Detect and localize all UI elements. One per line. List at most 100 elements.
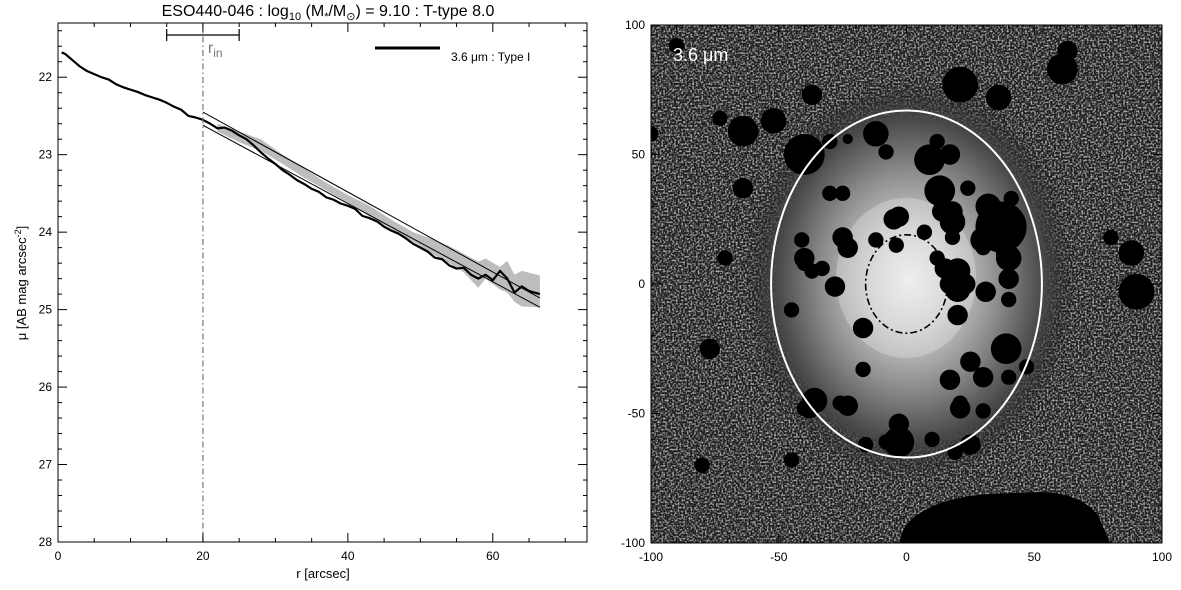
- star-mask: [824, 276, 846, 297]
- y-tick-label: 23: [39, 148, 53, 162]
- star-mask: [975, 281, 996, 302]
- star-mask: [863, 121, 889, 147]
- rin-marker: rin: [166, 23, 240, 542]
- image-panel: 3.6 μm -100 -50 0 50 100 -100 -50 0 50 100: [621, 18, 1172, 564]
- star-mask: [794, 144, 815, 165]
- star-mask: [1103, 229, 1119, 246]
- star-mask: [998, 268, 1019, 290]
- star-mask: [783, 452, 800, 468]
- star-mask: [944, 229, 961, 246]
- star-mask: [1118, 240, 1145, 266]
- star-mask: [924, 175, 956, 207]
- outer-ellipse: [770, 109, 1043, 459]
- star-mask: [783, 302, 800, 318]
- star-mask: [712, 110, 728, 126]
- star-mask: [822, 185, 838, 202]
- star-mask: [832, 229, 848, 246]
- star-mask: [995, 245, 1022, 271]
- rin-label: rin: [208, 40, 223, 60]
- profile-axes: 0 20 40 60 22 23 24 25 26 27 28: [39, 23, 587, 563]
- star-mask: [694, 457, 710, 473]
- star-mask: [814, 260, 830, 277]
- star-mask: [732, 177, 754, 199]
- x-axis-label: r [arcsec]: [296, 566, 349, 581]
- star-mask: [978, 201, 1019, 243]
- star-mask: [668, 38, 685, 54]
- star-mask: [799, 398, 820, 419]
- star-masks: [651, 38, 1155, 473]
- star-mask: [717, 250, 733, 266]
- x-tick-label: 100: [1152, 550, 1172, 564]
- star-mask: [947, 304, 968, 326]
- star-mask: [960, 180, 976, 196]
- star-mask: [888, 237, 904, 253]
- image-axes: -100 -50 0 50 100 -100 -50 0 50 100: [621, 18, 1172, 564]
- ellipse-overlays: [770, 109, 1043, 459]
- y-tick-label: 27: [39, 458, 53, 472]
- band-label: 3.6 μm: [673, 45, 728, 65]
- y-tick-label: -100: [621, 536, 645, 550]
- star-mask: [939, 369, 961, 391]
- star-mask: [990, 333, 1022, 365]
- x-tick-label: -50: [770, 550, 788, 564]
- figure-title: ESO440-046 : log10 (M*/M⊙) = 9.10 : T-ty…: [162, 3, 495, 23]
- star-mask: [801, 84, 823, 106]
- y-tick-label: 28: [39, 535, 53, 549]
- star-mask: [794, 247, 815, 269]
- star-mask: [929, 250, 945, 266]
- star-mask: [651, 126, 659, 142]
- star-mask: [944, 276, 971, 302]
- star-mask: [832, 395, 848, 411]
- star-mask: [972, 367, 994, 388]
- star-mask: [985, 84, 1012, 111]
- star-mask: [975, 403, 991, 419]
- y-tick-label: 25: [39, 303, 53, 317]
- fit-line-0: [202, 111, 541, 299]
- star-mask: [699, 338, 720, 359]
- legend-label: 3.6 μm : Type I: [451, 50, 530, 64]
- y-tick-label: 22: [39, 70, 53, 84]
- y-tick-label: 24: [39, 225, 53, 239]
- star-mask: [914, 144, 945, 176]
- star-mask: [727, 115, 759, 147]
- uncertainty-band: [217, 123, 540, 308]
- series-line: [61, 51, 541, 296]
- fit-line-1: [202, 124, 541, 308]
- star-mask: [1001, 369, 1017, 385]
- star-mask: [1018, 359, 1035, 375]
- y-tick-label: 50: [632, 148, 646, 162]
- y-axis-label: μ [AB mag arcsec-2]: [13, 226, 29, 341]
- y-tick-label: 100: [625, 18, 645, 32]
- star-mask: [834, 185, 851, 202]
- galaxy-image: 3.6 μm: [651, 25, 1162, 543]
- star-mask: [1047, 53, 1078, 85]
- x-tick-label: 50: [1028, 550, 1042, 564]
- x-tick-label: 60: [486, 549, 500, 563]
- profile-uncertainty-band: [217, 123, 540, 308]
- star-mask: [949, 398, 971, 419]
- legend: 3.6 μm : Type I: [375, 46, 530, 64]
- y-tick-label: 0: [638, 277, 645, 291]
- star-mask: [932, 201, 953, 222]
- x-tick-label: -100: [639, 550, 663, 564]
- star-mask: [1001, 291, 1017, 308]
- x-tick-label: 40: [341, 549, 355, 563]
- star-mask: [939, 144, 961, 165]
- profile-plot: rin 0 20 40 60 22 23 24 25 26 27 28 r [arcsec] μ […: [13, 22, 588, 581]
- star-mask: [878, 434, 894, 450]
- star-mask: [916, 224, 933, 240]
- star-mask: [855, 361, 871, 378]
- star-mask: [924, 431, 940, 448]
- star-mask: [760, 108, 787, 134]
- y-tick-label: -50: [628, 407, 646, 421]
- x-tick-label: 0: [55, 549, 62, 563]
- edge-mask: [900, 492, 1110, 543]
- star-mask: [960, 351, 981, 372]
- star-mask: [852, 317, 874, 339]
- star-mask: [842, 133, 853, 145]
- inner-ellipse: [864, 233, 949, 335]
- x-tick-label: 0: [903, 550, 910, 564]
- star-mask: [868, 232, 884, 248]
- y-tick-label: 26: [39, 380, 53, 394]
